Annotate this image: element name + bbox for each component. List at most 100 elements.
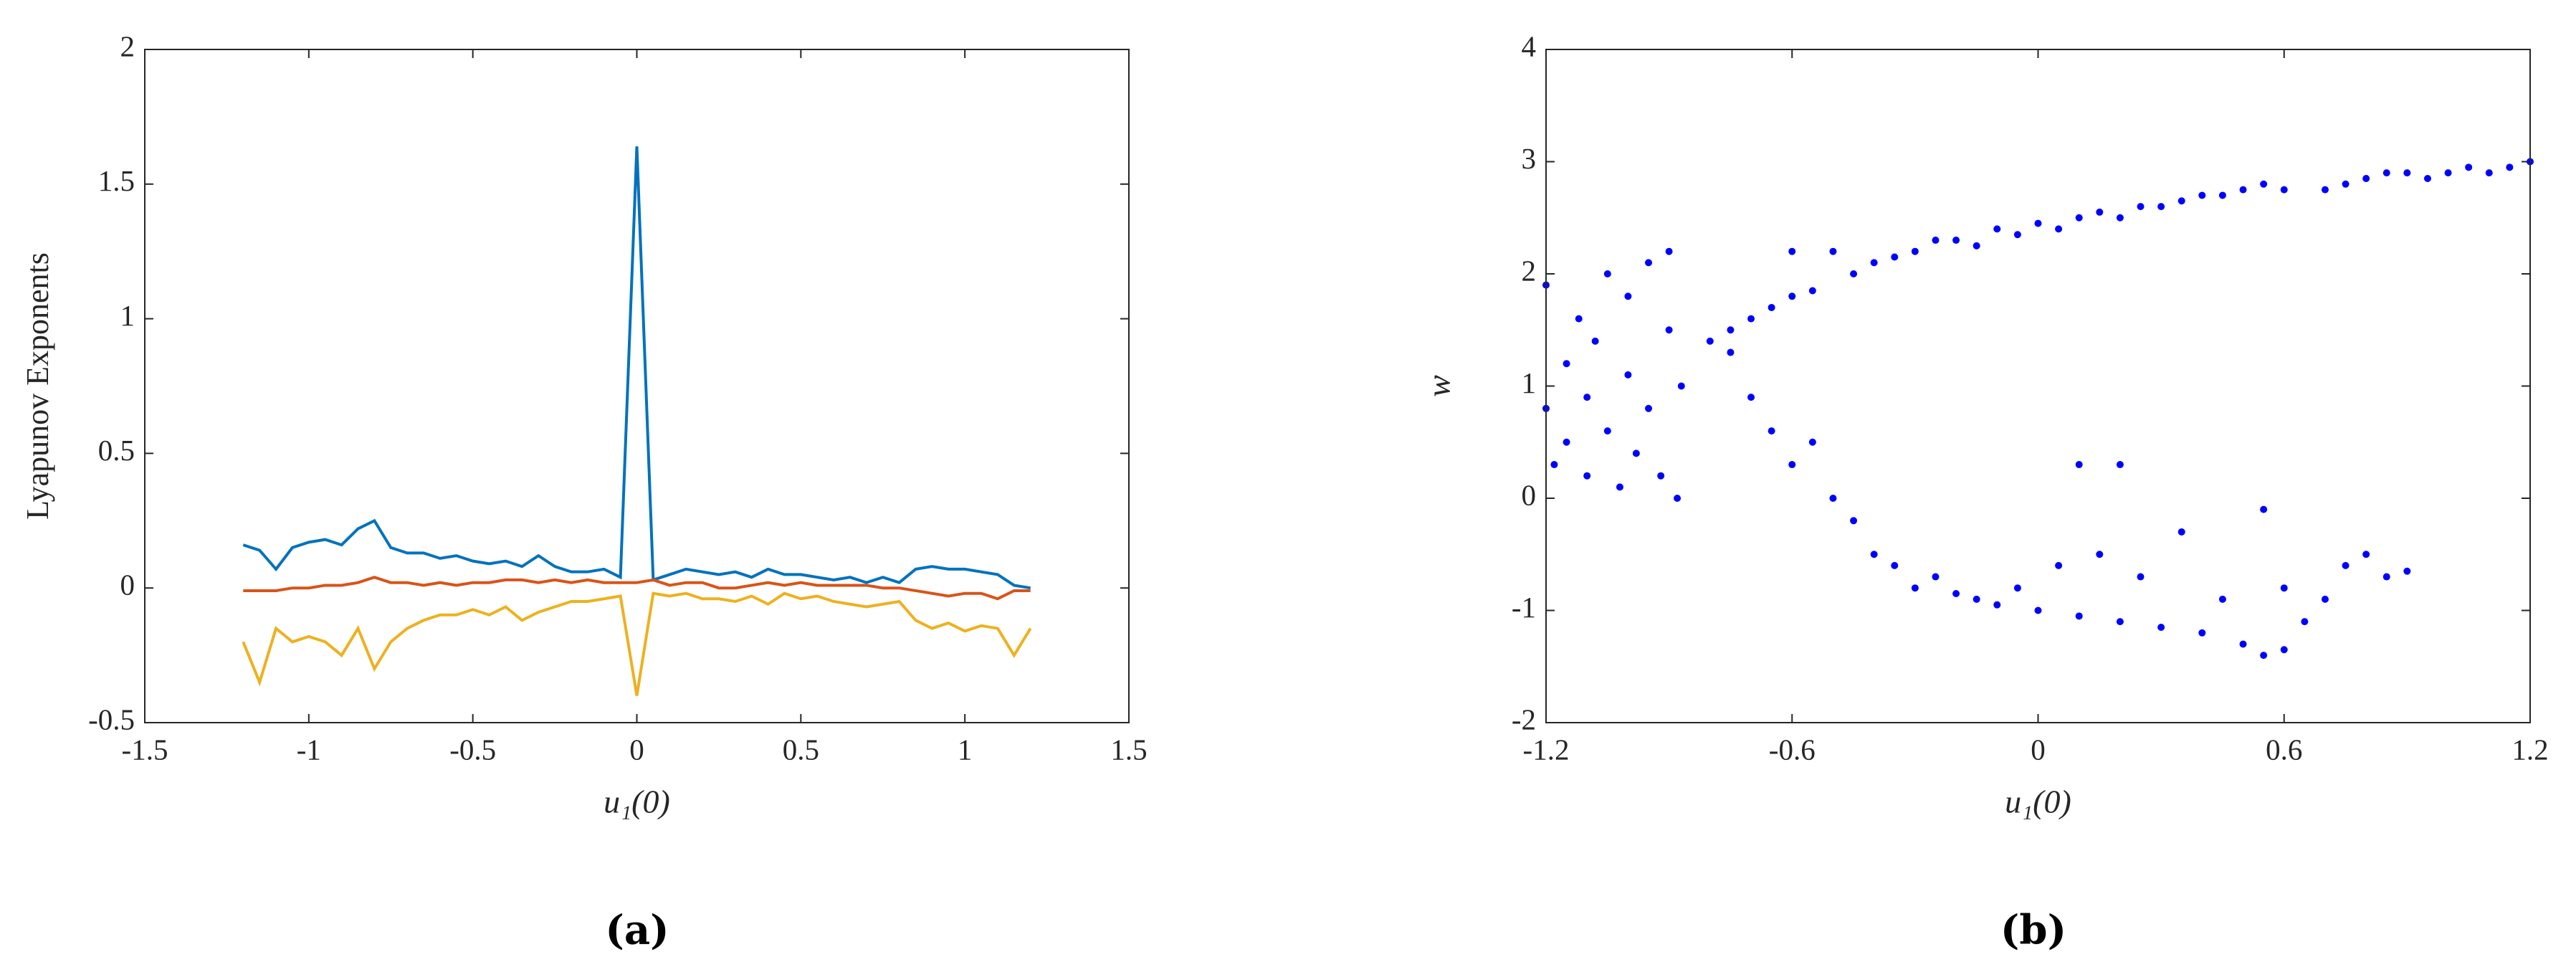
- y-tick-label: 2: [1522, 254, 1537, 287]
- scatter-point: [2260, 505, 2268, 513]
- scatter-point: [2280, 646, 2288, 654]
- axes-box: [144, 49, 1130, 723]
- scatter-point: [1993, 601, 2001, 609]
- x-tick-label: -0.5: [449, 733, 496, 766]
- scatter-point: [1808, 438, 1816, 446]
- y-tick-label: 0: [1522, 478, 1537, 511]
- scatter-point: [2198, 191, 2206, 199]
- scatter-point: [2321, 595, 2329, 603]
- scatter-point: [1952, 590, 1960, 598]
- series-line: [242, 591, 1032, 696]
- x-tick-label: 0: [629, 733, 644, 766]
- scatter-point: [2218, 191, 2226, 199]
- x-axis-label: u₁(0): [604, 784, 670, 820]
- scatter-point: [1665, 247, 1673, 255]
- scatter-point: [2177, 528, 2185, 536]
- scatter-point: [2403, 567, 2411, 575]
- scatter-point: [1768, 303, 1775, 311]
- y-tick-label: 3: [1522, 142, 1537, 175]
- scatter-point: [2218, 595, 2226, 603]
- scatter-point: [2260, 180, 2268, 188]
- scatter-point: [1563, 360, 1570, 368]
- y-tick-label: 1: [1522, 366, 1537, 399]
- scatter-point: [1829, 247, 1837, 255]
- scatter-point: [2239, 640, 2247, 648]
- scatter-point: [1932, 573, 1940, 581]
- x-tick-label: 1.5: [1110, 733, 1147, 766]
- scatter-point: [2034, 219, 2042, 227]
- y-tick-label: 4: [1522, 29, 1537, 62]
- scatter-point: [2013, 231, 2021, 239]
- scatter-point: [1727, 348, 1735, 356]
- scatter-point: [2137, 203, 2145, 211]
- scatter-point: [2444, 169, 2452, 177]
- scatter-point: [1870, 551, 1878, 558]
- y-tick-label: -0.5: [88, 703, 135, 736]
- scatter-point: [1616, 483, 1623, 491]
- y-tick-label: 0: [120, 569, 135, 601]
- scatter-point: [2321, 186, 2329, 194]
- scatter-point: [2075, 612, 2083, 620]
- scatter-point: [1603, 270, 1611, 277]
- scatter-point: [1870, 259, 1878, 267]
- scatter-point: [1891, 561, 1899, 569]
- scatter-point: [1788, 247, 1796, 255]
- scatter-point: [1891, 253, 1899, 261]
- scatter-point: [1645, 259, 1653, 267]
- scatter-point: [2157, 623, 2165, 631]
- y-axis-label: Lyapunov Exponents: [20, 252, 55, 520]
- axes-box: [1545, 49, 2531, 723]
- scatter-point: [1645, 404, 1653, 412]
- scatter-point: [2382, 169, 2390, 177]
- scatter-point: [2096, 208, 2104, 216]
- scatter-point: [1583, 394, 1591, 401]
- scatter-point: [1829, 495, 1837, 502]
- scatter-point: [1632, 449, 1640, 457]
- x-tick-label: -1: [297, 733, 321, 766]
- scatter-point: [1591, 337, 1599, 345]
- y-tick-label: -1: [1512, 591, 1536, 624]
- scatter-point: [1550, 461, 1558, 469]
- x-axis-label: u₁(0): [2005, 784, 2071, 820]
- caption: (b): [2000, 907, 2066, 954]
- caption: (a): [605, 907, 669, 954]
- scatter-point: [2342, 180, 2350, 188]
- y-tick-label: 1: [120, 299, 135, 332]
- y-axis-label: w: [1421, 375, 1457, 397]
- y-tick-label: 1.5: [98, 164, 135, 197]
- scatter-point: [2280, 584, 2288, 592]
- scatter-point: [1706, 337, 1714, 345]
- scatter-point: [1563, 438, 1570, 446]
- scatter-point: [1911, 584, 1919, 592]
- scatter-point: [1768, 427, 1775, 435]
- scatter-point: [2465, 163, 2473, 171]
- scatter-point: [1788, 292, 1796, 300]
- scatter-point: [2055, 225, 2063, 233]
- scatter-point: [1788, 461, 1796, 469]
- scatter-point: [1677, 382, 1685, 390]
- scatter-point: [2055, 561, 2063, 569]
- scatter-point: [2198, 629, 2206, 637]
- scatter-point: [1665, 326, 1673, 334]
- y-tick-label: -2: [1512, 703, 1536, 736]
- scatter-point: [1850, 517, 1858, 525]
- x-tick-label: 0.5: [783, 733, 819, 766]
- scatter-point: [2403, 169, 2411, 177]
- scatter-point: [2506, 163, 2514, 171]
- series-line: [242, 146, 1031, 590]
- x-tick-label: -1.5: [122, 733, 168, 766]
- y-tick-label: 0.5: [98, 434, 135, 467]
- scatter-point: [1727, 326, 1735, 334]
- scatter-point: [2239, 186, 2247, 194]
- scatter-point: [2362, 174, 2370, 182]
- scatter-point: [1972, 595, 1980, 603]
- scatter-point: [1993, 225, 2001, 233]
- scatter-point: [2157, 203, 2165, 211]
- scatter-point: [1952, 237, 1960, 244]
- scatter-point: [2096, 551, 2104, 558]
- scatter-point: [1603, 427, 1611, 435]
- scatter-point: [1808, 287, 1816, 295]
- scatter-point: [1657, 472, 1665, 480]
- scatter-point: [2137, 573, 2145, 581]
